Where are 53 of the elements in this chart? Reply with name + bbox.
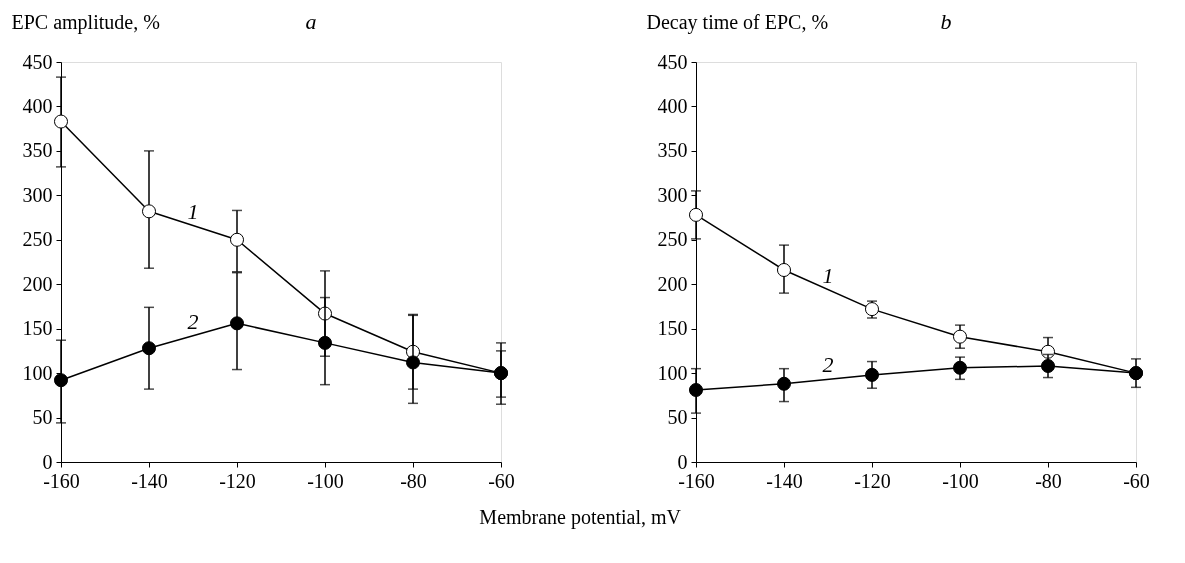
y-axis-title: Decay time of EPC, %	[646, 10, 829, 34]
x-tick-label: -120	[854, 469, 891, 492]
x-axis-title: Membrane potential, mV	[479, 505, 682, 529]
x-tick-label: -100	[307, 469, 344, 492]
point	[229, 232, 245, 247]
y-axis-title: EPC amplitude, %	[11, 10, 160, 34]
y-tick-label: 250	[22, 228, 53, 251]
y-tick-label: 250	[657, 228, 688, 251]
y-tick-label: 50	[32, 406, 53, 429]
point	[317, 335, 333, 350]
series-label: 2	[822, 352, 834, 378]
y-tick-label: 100	[657, 361, 688, 384]
y-tick-label: 150	[22, 317, 53, 340]
y-tick-label: 200	[22, 272, 53, 295]
x-tick-label: -80	[400, 469, 427, 492]
series-label: 1	[822, 262, 834, 288]
x-tick-label: -120	[219, 469, 256, 492]
point	[688, 207, 704, 222]
point	[952, 329, 968, 344]
y-tick-label: 50	[667, 406, 688, 429]
y-tick-label: 400	[657, 94, 688, 117]
x-tick-label: -140	[766, 469, 803, 492]
y-tick-label: 100	[22, 361, 53, 384]
y-tick-label: 350	[22, 139, 53, 162]
x-tick-label: -60	[488, 469, 515, 492]
point	[688, 382, 704, 398]
point	[141, 204, 157, 219]
x-tick-label: -140	[131, 469, 168, 492]
point	[776, 376, 792, 391]
y-tick-label: 350	[657, 139, 688, 162]
point	[776, 262, 792, 278]
x-tick-label: -60	[1123, 469, 1150, 492]
y-tick-label: 200	[657, 272, 688, 295]
point	[864, 367, 880, 382]
y-tick-label: 150	[657, 317, 688, 340]
point	[53, 114, 69, 129]
point	[405, 355, 421, 370]
y-tick-label: 300	[22, 183, 53, 206]
y-tick-label: 400	[22, 94, 53, 117]
y-tick-label: 300	[657, 183, 688, 206]
point	[53, 373, 69, 388]
point	[952, 360, 968, 375]
text: b	[940, 9, 952, 34]
y-tick-label: 450	[657, 50, 688, 73]
series-label: 2	[187, 308, 199, 334]
x-tick-label: -100	[942, 469, 979, 492]
point	[1040, 358, 1056, 374]
x-tick-label: -80	[1035, 469, 1062, 492]
text: a	[305, 9, 317, 34]
y-tick-label: 450	[22, 50, 53, 73]
point	[141, 341, 157, 356]
point	[229, 316, 245, 331]
series-label: 1	[187, 198, 199, 224]
